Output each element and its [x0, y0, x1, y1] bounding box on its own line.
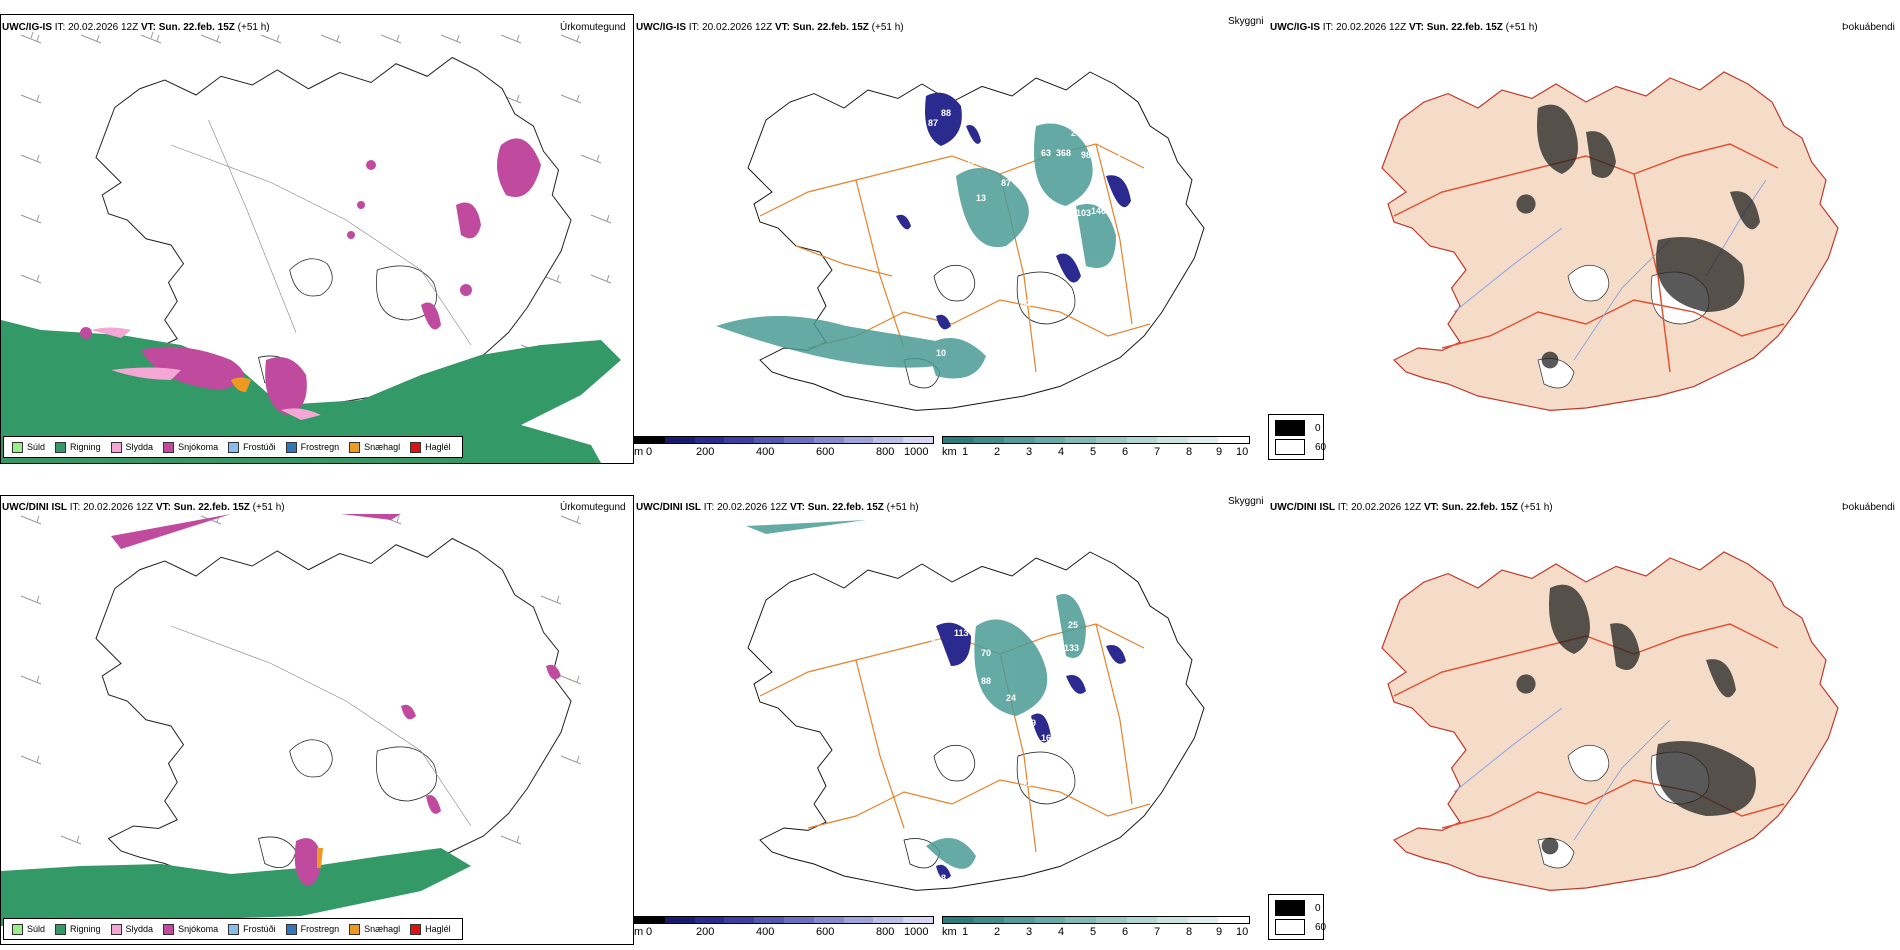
legend-item: Snæhagl	[349, 441, 400, 453]
vis-map-bottom: 28 113 70 88 24 21 29 78 72 161 91 133 2…	[746, 520, 1205, 892]
map-value-label: 207	[1071, 128, 1086, 138]
map-value-label: 91	[956, 140, 966, 150]
cloud-panel-top	[1290, 36, 1890, 436]
map-value-label: 120	[1011, 153, 1026, 163]
legend-item: Snæhagl	[349, 923, 400, 935]
map-value-label: 21	[996, 714, 1006, 724]
map-value-label: 63	[1041, 148, 1051, 158]
legend-item: Frostúði	[228, 441, 276, 453]
legend-item: Frostúði	[228, 923, 276, 935]
header-cloud-bottom: UWC/DINI ISL IT: 20.02.2026 12Z VT: Sun.…	[1270, 502, 1553, 513]
header-precip-top: UWC/IG-IS IT: 20.02.2026 12Z VT: Sun. 22…	[2, 22, 270, 33]
ceiling-unit: m	[634, 926, 644, 938]
title-vis-top: Skyggni	[1228, 16, 1264, 27]
title-precip-bottom: Úrkomutegund	[560, 502, 626, 513]
legend-item: Frostregn	[285, 923, 339, 935]
header-cloud-top: UWC/IG-IS IT: 20.02.2026 12Z VT: Sun. 22…	[1270, 22, 1538, 33]
map-value-label: 33	[941, 144, 951, 154]
legend-item: Snjókoma	[163, 441, 218, 453]
map-value-label: 8	[1056, 233, 1061, 243]
map-value-label: 25	[1068, 620, 1078, 630]
map-value-label: 91	[1021, 778, 1031, 788]
ceiling-colorbar-top: m 0 200 400 600 800 1000	[634, 436, 954, 462]
vis-unit: km	[942, 926, 957, 938]
map-value-label: 28	[931, 638, 941, 648]
map-value-label: 8	[1096, 168, 1101, 178]
map-value-label: 33	[1056, 678, 1066, 688]
map-value-label: 88	[941, 108, 951, 118]
precip-map-bottom	[1, 514, 582, 926]
map-value-label: 14	[1106, 133, 1116, 143]
title-cloud-bottom: Þokuábendi	[1842, 502, 1895, 513]
legend-item: Slydda	[110, 923, 153, 935]
map-value-label: 11	[1041, 243, 1051, 253]
legend-item: Haglél	[410, 441, 451, 453]
vis-panel-top: 87 88 91 33 152 120 87 13 29 63 368 98 1…	[636, 36, 1266, 436]
map-value-label: 72	[1061, 716, 1071, 726]
vis-map-top: 87 88 91 33 152 120 87 13 29 63 368 98 1…	[716, 71, 1205, 412]
ceiling-colorbar-bottom: m 0 200 400 600 800 1000	[634, 916, 954, 942]
legend-item: Slydda	[110, 441, 153, 453]
title-vis-bottom: Skyggni	[1228, 496, 1264, 507]
cloud-legend-top: 0 60	[1268, 414, 1326, 460]
map-value-label: 29	[1026, 718, 1036, 728]
map-value-label: 161	[1041, 733, 1056, 743]
legend-item: Rigning	[55, 923, 101, 935]
map-value-label: 78	[1054, 698, 1064, 708]
legend-item: Snjókoma	[163, 923, 218, 935]
cloud-panel-bottom	[1290, 516, 1890, 916]
map-value-label: 146	[1091, 206, 1106, 216]
map-value-label: 10	[936, 348, 946, 358]
precip-map-top	[1, 31, 621, 463]
map-value-label: 105	[1056, 108, 1071, 118]
cloud-map-top	[1381, 71, 1839, 412]
cloud-map-bottom	[1381, 551, 1839, 892]
title-precip-top: Úrkomutegund	[560, 22, 626, 33]
map-value-label: 13	[976, 193, 986, 203]
map-value-label: 24	[1006, 693, 1016, 703]
map-value-label: 70	[1066, 223, 1076, 233]
precip-legend-top: Súld Rigning Slydda Snjókoma Frostúði Fr…	[3, 436, 463, 458]
legend-item: Rigning	[55, 441, 101, 453]
legend-item: Haglél	[410, 923, 451, 935]
precip-panel-top: Súld Rigning Slydda Snjókoma Frostúði Fr…	[0, 14, 634, 464]
map-value-label: 29	[921, 208, 931, 218]
precip-panel-bottom: Súld Rigning Slydda Snjókoma Frostúði Fr…	[0, 495, 634, 945]
map-value-label: 124	[1106, 153, 1121, 163]
map-value-label: 84	[1036, 260, 1046, 270]
map-value-label: 62	[1021, 298, 1031, 308]
header-vis-top: UWC/IG-IS IT: 20.02.2026 12Z VT: Sun. 22…	[636, 22, 904, 33]
map-value-label: 70	[981, 648, 991, 658]
map-value-label: 98	[1081, 150, 1091, 160]
map-value-label: 87	[1001, 178, 1011, 188]
map-value-label: 18	[936, 873, 946, 883]
map-value-label: 133	[1064, 643, 1079, 653]
legend-item: Súld	[12, 923, 45, 935]
map-value-label: 103	[1076, 208, 1091, 218]
legend-item: Frostregn	[285, 441, 339, 453]
vis-panel-bottom: 28 113 70 88 24 21 29 78 72 161 91 133 2…	[636, 516, 1266, 916]
header-precip-bottom: UWC/DINI ISL IT: 20.02.2026 12Z VT: Sun.…	[2, 502, 285, 513]
vis-unit: km	[942, 446, 957, 458]
map-value-label: 113	[954, 628, 969, 638]
title-cloud-top: Þokuábendi	[1842, 22, 1895, 33]
cloud-legend-bottom: 0 60	[1268, 894, 1326, 940]
rain-area-bottom	[1, 848, 471, 926]
map-value-label: 87	[928, 118, 938, 128]
vis-colorbar-bottom: km 1 2 3 4 5 6 7 8 9 10	[942, 916, 1262, 942]
ceiling-unit: m	[634, 446, 644, 458]
header-vis-bottom: UWC/DINI ISL IT: 20.02.2026 12Z VT: Sun.…	[636, 502, 919, 513]
map-value-label: 88	[981, 676, 991, 686]
map-value-label: 368	[1056, 148, 1071, 158]
map-value-label: 152	[966, 156, 981, 166]
vis-colorbar-top: km 1 2 3 4 5 6 7 8 9 10	[942, 436, 1262, 462]
legend-item: Súld	[12, 441, 45, 453]
precip-legend-bottom: Súld Rigning Slydda Snjókoma Frostúði Fr…	[3, 918, 463, 940]
